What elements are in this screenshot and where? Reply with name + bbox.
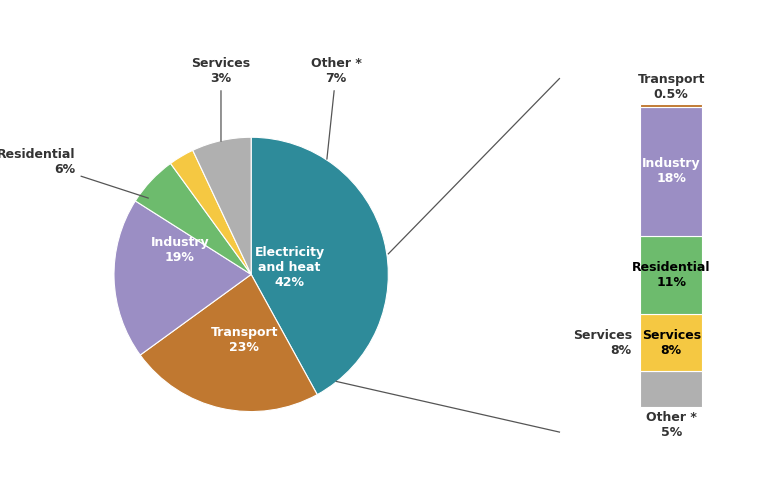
Text: Other *
7%: Other * 7% (311, 57, 361, 159)
Text: Transport
23%: Transport 23% (211, 326, 278, 354)
Bar (640, 236, 702, 314)
Bar (640, 104, 702, 107)
Wedge shape (170, 150, 251, 274)
Text: Services
3%: Services 3% (191, 57, 250, 141)
Text: Other *
5%: Other * 5% (646, 410, 697, 438)
Wedge shape (135, 164, 251, 274)
Wedge shape (140, 274, 317, 411)
Text: Industry
18%: Industry 18% (642, 158, 701, 186)
Text: Industry
19%: Industry 19% (151, 236, 209, 264)
Text: Services
8%: Services 8% (642, 329, 701, 357)
Bar (640, 314, 702, 371)
Text: Services
8%: Services 8% (573, 329, 632, 357)
Bar (640, 371, 702, 407)
Text: Residential
11%: Residential 11% (632, 261, 710, 289)
Text: Electricity
and heat
42%: Electricity and heat 42% (255, 246, 325, 289)
Text: Transport
0.5%: Transport 0.5% (637, 74, 705, 102)
Wedge shape (251, 137, 388, 395)
Bar (640, 107, 702, 236)
Wedge shape (114, 201, 251, 355)
Text: Residential
6%: Residential 6% (0, 148, 148, 198)
Wedge shape (193, 137, 251, 274)
